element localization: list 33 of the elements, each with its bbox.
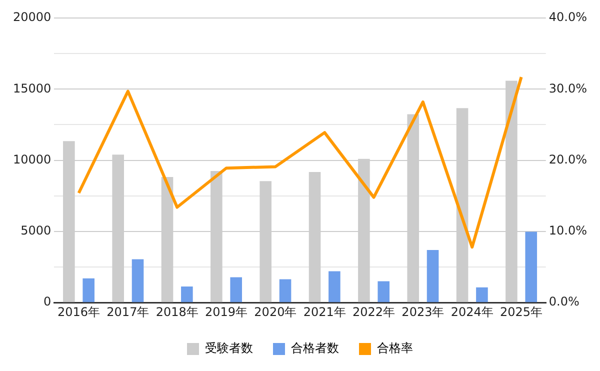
y-tick-label: 5000 [20, 224, 52, 238]
bar [525, 232, 538, 302]
x-tick-label: 2019年 [204, 304, 248, 319]
x-tick-label: 2021年 [303, 304, 346, 319]
x-tick-label: 2025年 [500, 304, 543, 319]
bar [230, 277, 242, 302]
legend-label: 合格者数 [291, 341, 339, 356]
x-tick-label: 2024年 [450, 304, 494, 319]
legend-label: 合格率 [377, 341, 413, 356]
bar [279, 279, 292, 302]
x-tick-label: 2017年 [106, 304, 150, 319]
bar [181, 286, 193, 302]
bar [328, 271, 340, 302]
bar [426, 250, 439, 302]
x-tick-label: 2020年 [254, 304, 297, 319]
y2-tick-label: 10.0% [548, 224, 588, 238]
y-tick-label: 20000 [12, 10, 52, 24]
y-tick-label: 15000 [12, 81, 52, 96]
y2-tick-label: 30.0% [548, 81, 588, 96]
y-tick-label: 0 [44, 294, 52, 309]
y2-tick-label: 40.0% [548, 10, 588, 24]
x-tick-label: 2018年 [156, 304, 198, 319]
legend-label: 受験者数 [205, 341, 253, 356]
x-tick-label: 2022年 [352, 304, 396, 319]
x-tick-label: 2016年 [57, 304, 100, 319]
bar [476, 287, 488, 302]
x-tick-label: 2023年 [402, 304, 444, 319]
y2-tick-label: 0.0% [548, 294, 580, 309]
y-tick-label: 10000 [12, 152, 52, 166]
bar [132, 259, 144, 302]
bar [82, 278, 94, 302]
bar [378, 281, 390, 302]
y2-tick-label: 20.0% [548, 152, 588, 166]
